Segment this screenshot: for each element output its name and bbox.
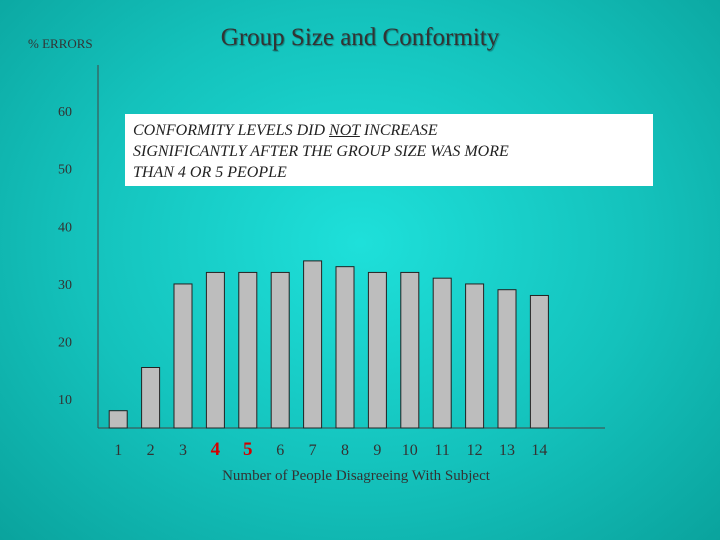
- x-tick-label: 6: [276, 442, 284, 459]
- x-tick-label: 11: [434, 442, 449, 459]
- y-tick-label: 30: [58, 278, 72, 293]
- callout-line-1-post: INCREASE: [363, 122, 438, 139]
- y-tick-label: 50: [58, 163, 72, 178]
- x-tick-label: 4: [211, 439, 221, 460]
- x-tick-label: 7: [309, 442, 317, 459]
- bar-4: [205, 271, 225, 429]
- chart-title: Group Size and Conformity: [220, 24, 500, 51]
- y-axis-label: % ERRORS: [28, 36, 93, 51]
- bar-2: [141, 367, 161, 429]
- x-tick-label: 9: [373, 442, 381, 459]
- x-tick-label: 3: [179, 442, 187, 459]
- callout-line-1: CONFORMITY LEVELS DID NOT INCREASE: [133, 120, 645, 141]
- bar-3: [173, 283, 193, 429]
- x-tick-label: 8: [341, 442, 349, 459]
- x-tick-label: 1: [114, 442, 122, 459]
- callout-box: CONFORMITY LEVELS DID NOT INCREASE SIGNI…: [125, 114, 653, 186]
- bar-10: [400, 271, 420, 429]
- x-tick-label: 13: [499, 442, 515, 459]
- x-axis-label: Number of People Disagreeing With Subjec…: [222, 468, 490, 484]
- bar-14: [529, 294, 549, 429]
- bar-6: [270, 271, 290, 429]
- callout-emphasis: NOT: [329, 122, 360, 139]
- bar-13: [497, 289, 517, 429]
- y-tick-label: 60: [58, 105, 72, 120]
- callout-line-3: THAN 4 OR 5 PEOPLE: [133, 164, 287, 181]
- x-tick-label: 12: [467, 442, 483, 459]
- callout-line-2: SIGNIFICANTLY AFTER THE GROUP SIZE WAS M…: [133, 143, 509, 160]
- y-tick-label: 20: [58, 336, 72, 351]
- bar-12: [465, 283, 485, 429]
- bar-9: [367, 271, 387, 429]
- callout-line-1-pre: CONFORMITY LEVELS DID: [133, 122, 326, 139]
- bar-1: [108, 410, 128, 429]
- x-tick-label: 2: [147, 442, 155, 459]
- bar-7: [303, 260, 323, 429]
- x-tick-label: 10: [402, 442, 418, 459]
- bar-8: [335, 266, 355, 429]
- bar-5: [238, 271, 258, 429]
- y-tick-label: 40: [58, 220, 72, 235]
- bar-11: [432, 277, 452, 429]
- y-tick-label: 10: [58, 393, 72, 408]
- x-tick-label: 5: [243, 439, 253, 460]
- x-tick-label: 14: [531, 442, 547, 459]
